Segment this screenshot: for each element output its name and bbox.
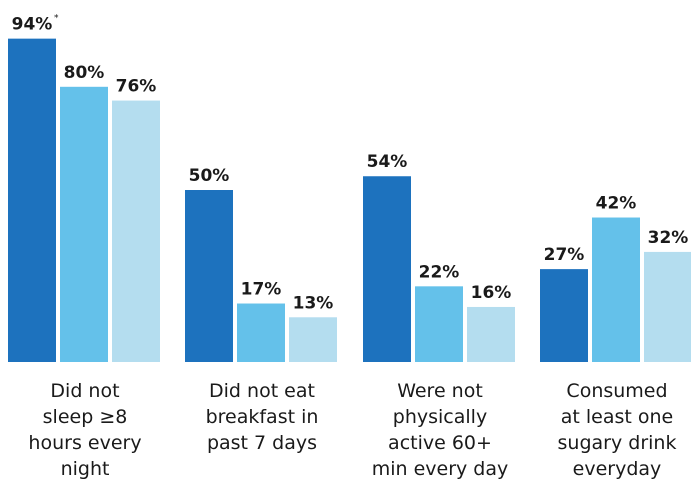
bar-1-series-1	[8, 38, 56, 362]
value-label-3-series-1: 54%	[367, 152, 408, 172]
category-label-line: hours every	[28, 432, 141, 454]
footnote-asterisk: *	[54, 14, 59, 24]
category-label-line: sugary drink	[558, 432, 677, 454]
value-label-1-series-2: 80%	[64, 63, 105, 83]
category-label-line: Did not eat	[209, 380, 315, 402]
bar-3-series-1	[363, 176, 411, 362]
category-label-line: past 7 days	[207, 432, 317, 454]
bar-3-series-2	[415, 286, 463, 362]
category-label-line: breakfast in	[206, 406, 319, 428]
category-label-3: Were not physically active 60+ min every da…	[372, 380, 509, 480]
bar-2-series-3	[289, 317, 337, 362]
category-label-line: Did not	[50, 380, 119, 402]
value-label-3-series-2: 22%	[419, 262, 460, 282]
category-label-line: night	[61, 458, 110, 480]
category-label-line: Were not	[397, 380, 483, 402]
value-label-4-series-2: 42%	[596, 194, 637, 214]
value-label-2-series-1: 50%	[189, 166, 230, 186]
bar-1-series-2	[60, 86, 108, 363]
bar-4-series-1	[540, 269, 588, 362]
bars-layer	[8, 38, 691, 363]
category-label-line: active 60+	[388, 432, 492, 454]
category-label-line: sleep ≥8	[43, 406, 128, 428]
category-labels-layer: Did not sleep ≥8 hours every night Did not e…	[28, 380, 676, 480]
bar-4-series-3	[644, 251, 691, 362]
category-label-2: Did not eat breakfast in past 7 days	[206, 380, 319, 454]
bar-4-series-2	[592, 217, 640, 362]
bar-2-series-2	[237, 303, 285, 362]
value-label-4-series-3: 32%	[648, 228, 689, 248]
value-label-2-series-2: 17%	[241, 280, 282, 300]
value-labels-layer: 94% * 50% 54% 27% 80% 17% 22% 42% 76% 13% 16% 32%	[12, 14, 689, 314]
category-label-line: at least one	[561, 406, 674, 428]
bar-2-series-1	[185, 190, 233, 362]
category-label-line: Consumed	[566, 380, 667, 402]
value-label-2-series-3: 13%	[293, 293, 334, 313]
category-label-4: Consumed at least one sugary drink everyday	[558, 380, 677, 480]
bar-3-series-3	[467, 306, 515, 362]
category-label-line: physically	[393, 406, 487, 428]
category-label-line: everyday	[573, 458, 662, 480]
category-label-1: Did not sleep ≥8 hours every night	[28, 380, 141, 480]
value-label-1-series-1: 94%	[12, 15, 53, 35]
bar-1-series-3	[112, 100, 160, 362]
value-label-1-series-3: 76%	[116, 77, 157, 97]
category-label-line: min every day	[372, 458, 509, 480]
value-label-3-series-3: 16%	[471, 283, 512, 303]
value-label-4-series-1: 27%	[544, 245, 585, 265]
